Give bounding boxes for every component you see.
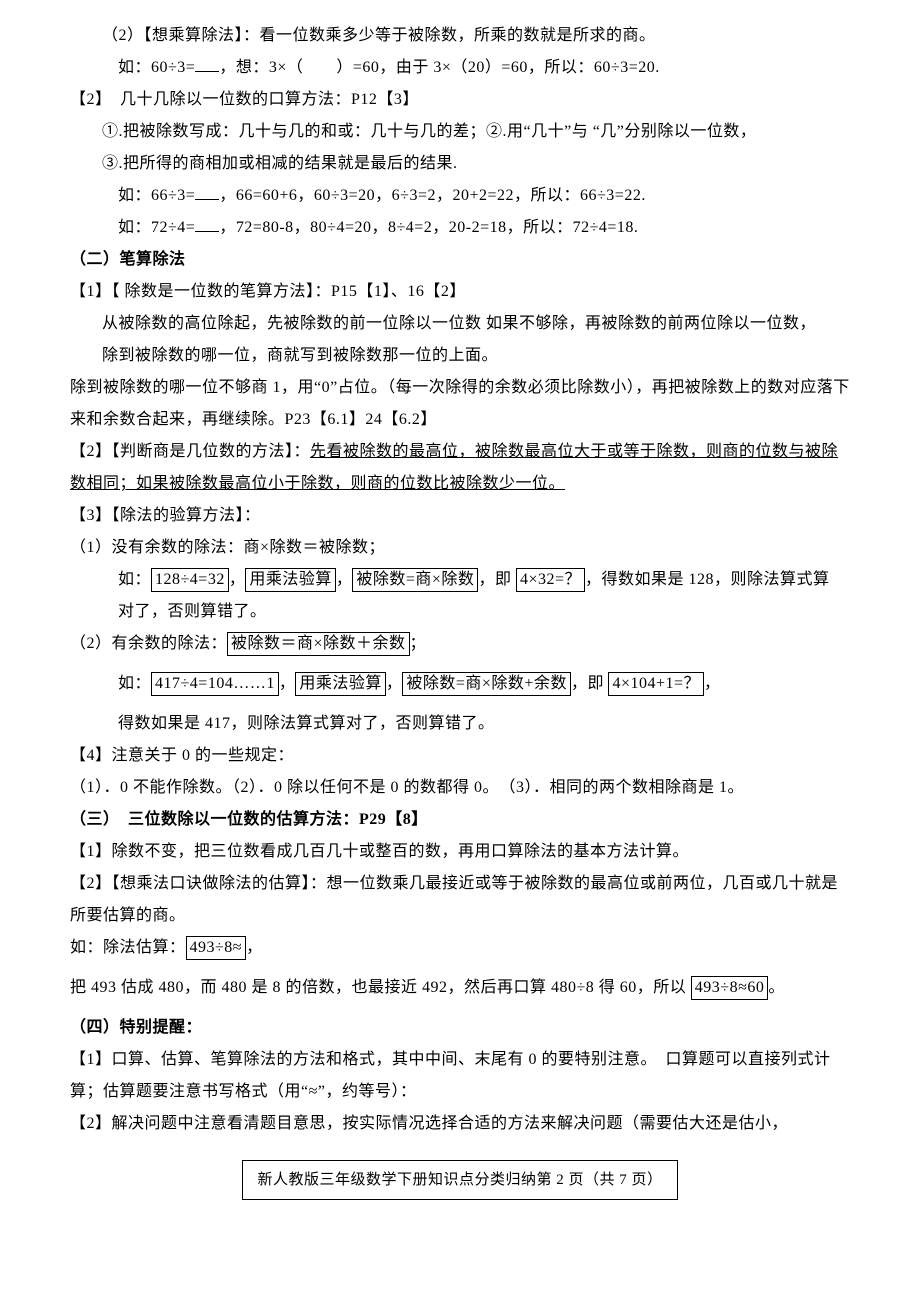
text: ， — [279, 675, 296, 692]
heading: 【1】【 除数是一位数的笔算方法】：P15【1】、16【2】 — [70, 276, 850, 308]
text: 。 — [768, 979, 785, 996]
text: ，想：3×（ ）=60，由于 3×（20）=60，所以：60÷3=20. — [219, 59, 659, 76]
paragraph: 【2】【判断商是几位数的方法】：先看被除数的最高位，被除数最高位大于或等于除数，… — [70, 436, 850, 500]
paragraph: 把 493 估成 480，而 480 是 8 的倍数，也最接近 492，然后再口… — [70, 972, 850, 1004]
text: 如：60÷3= — [118, 59, 195, 76]
paragraph: 【2】【想乘法口诀做除法的估算】：想一位数乘几最接近或等于被除数的最高位或前两位… — [70, 868, 850, 932]
boxed-formula: 4×104+1=？ — [608, 672, 704, 696]
text: ，66=60+6，60÷3=20，6÷3=2，20+2=22，所以：66÷3=2… — [219, 187, 646, 204]
blank — [195, 183, 219, 200]
paragraph: （1）．0 不能作除数。（2）．0 除以任何不是 0 的数都得 0。 （3）．相… — [70, 772, 850, 804]
paragraph: 【2】解决问题中注意看清题目意思，按实际情况选择合适的方法来解决问题（需要估大还… — [70, 1108, 850, 1140]
paragraph: 如：66÷3= ，66=60+6，60÷3=20，6÷3=2，20+2=22，所以… — [70, 180, 850, 212]
page-footer: 新人教版三年级数学下册知识点分类归纳第 2 页（共 7 页） — [70, 1160, 850, 1200]
text: 【2】【判断商是几位数的方法】： — [70, 443, 310, 460]
text: ，得数如果是 128，则除法算式算 — [585, 571, 830, 588]
boxed-formula: 被除数＝商×除数＋余数 — [227, 632, 410, 656]
boxed-text: 用乘法验算 — [295, 672, 386, 696]
heading: （二）笔算除法 — [70, 244, 850, 276]
boxed-formula: 被除数=商×除数+余数 — [402, 672, 571, 696]
text: 如：72÷4= — [118, 219, 195, 236]
text: ，即 — [571, 675, 609, 692]
text: 如：66÷3= — [118, 187, 195, 204]
paragraph: 如：128÷4=32，用乘法验算，被除数=商×除数，即 4×32=？，得数如果是… — [70, 564, 850, 596]
paragraph: ③.把所得的商相加或相减的结果就是最后的结果. — [70, 148, 850, 180]
text: （2）有余数的除法： — [70, 635, 227, 652]
boxed-formula: 被除数=商×除数 — [352, 568, 478, 592]
paragraph: 除到被除数的哪一位不够商 1，用“0”占位。（每一次除得的余数必须比除数小），再… — [70, 372, 850, 436]
footer-text: 新人教版三年级数学下册知识点分类归纳第 2 页（共 7 页） — [242, 1160, 677, 1200]
boxed-formula: 493÷8≈60 — [691, 976, 769, 1000]
boxed-text: 用乘法验算 — [245, 568, 336, 592]
text: 如： — [118, 675, 151, 692]
paragraph: 如：60÷3= ，想：3×（ ）=60，由于 3×（20）=60，所以：60÷3=… — [70, 52, 850, 84]
blank — [195, 55, 219, 72]
paragraph: 如：72÷4= ，72=80-8，80÷4=20，8÷4=2，20-2=18，所以… — [70, 212, 850, 244]
text: ， — [336, 571, 353, 588]
paragraph: （2）有余数的除法：被除数＝商×除数＋余数； — [70, 628, 850, 660]
text: 把 493 估成 480，而 480 是 8 的倍数，也最接近 492，然后再口… — [70, 979, 691, 996]
boxed-formula: 128÷4=32 — [151, 568, 229, 592]
paragraph: 【1】口算、估算、笔算除法的方法和格式，其中中间、末尾有 0 的要特别注意。 口… — [70, 1044, 850, 1108]
document-page: （2）【想乘算除法】：看一位数乘多少等于被除数，所乘的数就是所求的商。 如：60… — [0, 0, 920, 1220]
heading: （四）特别提醒： — [70, 1012, 850, 1044]
paragraph: ①.把被除数写成：几十与几的和或：几十与几的差；②.用“几十”与 “几”分别除以… — [70, 116, 850, 148]
text: ， — [386, 675, 403, 692]
text: 如： — [118, 571, 151, 588]
text: ， — [704, 675, 721, 692]
paragraph: （1）没有余数的除法：商×除数＝被除数； — [70, 532, 850, 564]
text: ，即 — [478, 571, 516, 588]
paragraph: （2）【想乘算除法】：看一位数乘多少等于被除数，所乘的数就是所求的商。 — [70, 20, 850, 52]
heading: （三） 三位数除以一位数的估算方法：P29【8】 — [70, 804, 850, 836]
paragraph: 如：除法估算：493÷8≈， — [70, 932, 850, 964]
text: 如：除法估算： — [70, 939, 186, 956]
boxed-formula: 493÷8≈ — [186, 936, 247, 960]
heading: 【2】 几十几除以一位数的口算方法：P12【3】 — [70, 84, 850, 116]
heading: 【4】注意关于 0 的一些规定： — [70, 740, 850, 772]
paragraph: 对了，否则算错了。 — [70, 596, 850, 628]
paragraph: 【1】除数不变，把三位数看成几百几十或整百的数，再用口算除法的基本方法计算。 — [70, 836, 850, 868]
blank — [195, 215, 219, 232]
text: ，72=80-8，80÷4=20，8÷4=2，20-2=18，所以：72÷4=1… — [219, 219, 638, 236]
paragraph: 得数如果是 417，则除法算式算对了，否则算错了。 — [70, 708, 850, 740]
text: ； — [410, 635, 427, 652]
text: ， — [246, 939, 263, 956]
boxed-formula: 417÷4=104……1 — [151, 672, 279, 696]
paragraph: 如：417÷4=104……1，用乘法验算，被除数=商×除数+余数，即 4×104… — [70, 668, 850, 700]
heading: 【3】【除法的验算方法】： — [70, 500, 850, 532]
boxed-formula: 4×32=？ — [516, 568, 585, 592]
paragraph: 除到被除数的哪一位，商就写到被除数那一位的上面。 — [70, 340, 850, 372]
text: ， — [229, 571, 246, 588]
paragraph: 从被除数的高位除起，先被除数的前一位除以一位数 如果不够除，再被除数的前两位除以… — [70, 308, 850, 340]
